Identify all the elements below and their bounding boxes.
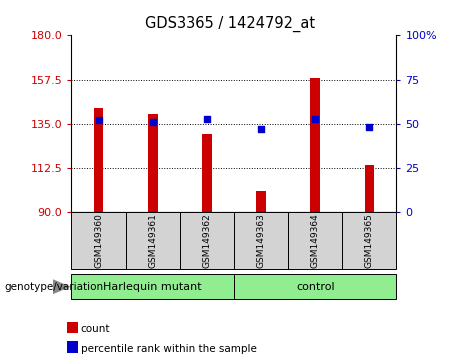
Bar [148,114,158,212]
Point [366,125,373,130]
Text: GSM149363: GSM149363 [256,213,266,268]
Text: GSM149365: GSM149365 [365,213,374,268]
Text: genotype/variation: genotype/variation [5,282,104,292]
Point [312,116,319,121]
Text: Harlequin mutant: Harlequin mutant [103,282,202,292]
Text: GDS3365 / 1424792_at: GDS3365 / 1424792_at [145,16,316,32]
Point [203,116,211,121]
Text: control: control [296,282,335,292]
Bar [180,212,234,269]
Bar [125,212,180,269]
Bar [94,108,103,212]
Bar [310,78,320,212]
Bar [234,274,396,299]
Bar [234,212,288,269]
Bar [256,191,266,212]
Text: percentile rank within the sample: percentile rank within the sample [81,344,257,354]
Text: GSM149364: GSM149364 [311,213,320,268]
Polygon shape [53,279,71,294]
Text: count: count [81,324,110,334]
Bar [342,212,396,269]
Point [257,126,265,132]
Point [95,118,102,123]
Bar [288,212,342,269]
Text: GSM149362: GSM149362 [202,213,212,268]
Bar [71,212,125,269]
Bar [365,165,374,212]
Bar [71,274,234,299]
Text: GSM149361: GSM149361 [148,213,157,268]
Bar [202,134,212,212]
Point [149,119,156,125]
Text: GSM149360: GSM149360 [94,213,103,268]
